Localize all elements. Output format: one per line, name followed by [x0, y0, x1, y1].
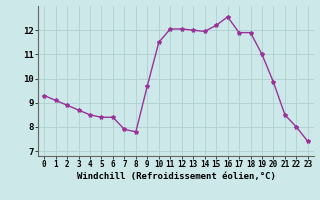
X-axis label: Windchill (Refroidissement éolien,°C): Windchill (Refroidissement éolien,°C) — [76, 172, 276, 181]
